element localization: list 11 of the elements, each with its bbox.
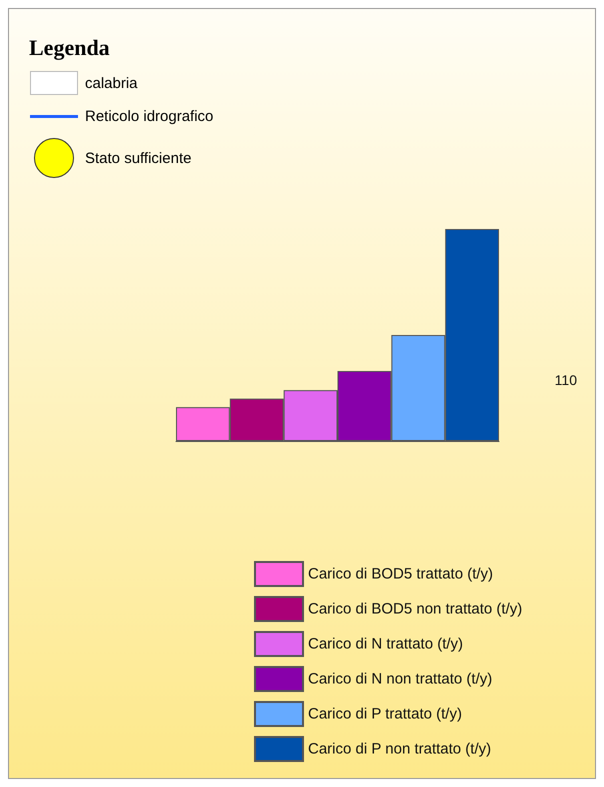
legend-label: Carico di N non trattato (t/y): [308, 670, 492, 688]
legend-label: Carico di BOD5 trattato (t/y): [308, 566, 494, 582]
legend-label: Carico di P non trattato (t/y): [308, 740, 492, 758]
text: Stato sufficiente: [85, 150, 192, 166]
chart-title: Legenda: [29, 35, 111, 61]
legend-label: Carico di BOD5 non trattato (t/y): [308, 600, 522, 618]
text: calabria: [85, 74, 138, 92]
legend-label: Carico di P trattato (t/y): [308, 706, 462, 722]
text: Reticolo idrografico: [85, 108, 214, 125]
legend-label: Carico di N trattato (t/y): [308, 636, 464, 652]
text: 110: [554, 372, 578, 388]
